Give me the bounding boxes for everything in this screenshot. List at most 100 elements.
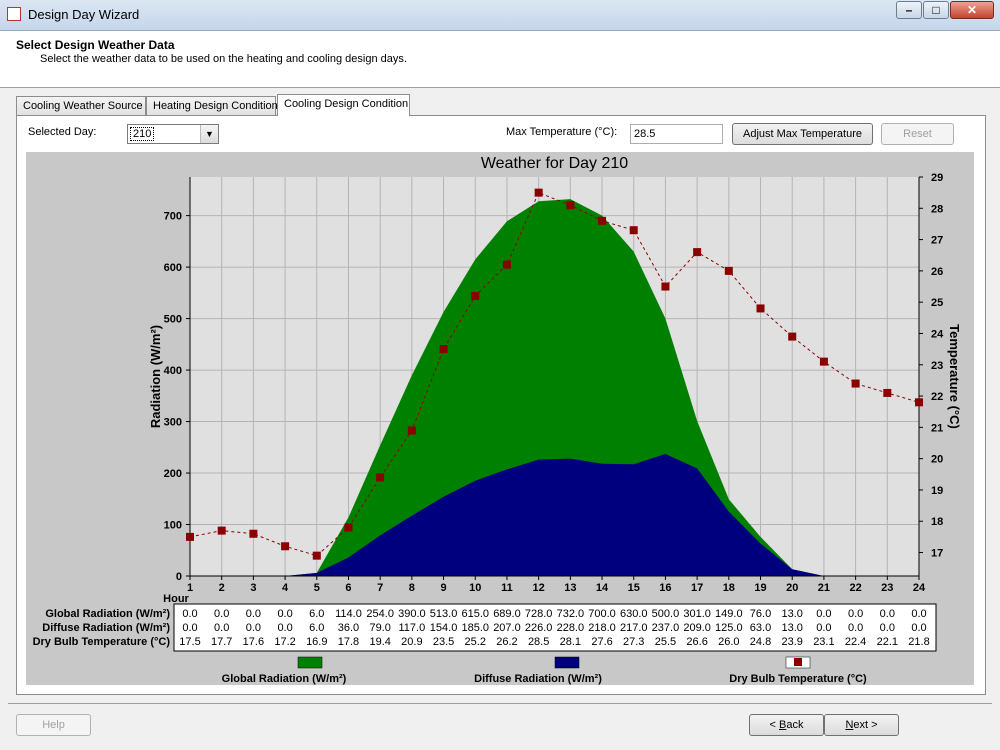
tab-cooling-design-condition[interactable]: Cooling Design Condition bbox=[277, 94, 410, 116]
dry-bulb-temperature-marker bbox=[217, 526, 226, 535]
data-table-cell: 0.0 bbox=[911, 622, 926, 634]
data-table-cell: 217.0 bbox=[620, 622, 648, 634]
maximize-icon: □ bbox=[932, 3, 940, 17]
global-radiation-area bbox=[190, 199, 919, 576]
data-table-cell: 125.0 bbox=[715, 622, 743, 634]
dry-bulb-temperature-marker bbox=[788, 332, 797, 341]
data-table-cell: 22.4 bbox=[845, 636, 866, 648]
data-table-cell: 615.0 bbox=[461, 608, 489, 620]
help-button[interactable]: Help bbox=[16, 714, 91, 736]
data-table-cell: 27.6 bbox=[591, 636, 612, 648]
dry-bulb-temperature-marker bbox=[281, 542, 290, 551]
data-table-cell: 22.1 bbox=[877, 636, 898, 648]
data-table-cell: 25.2 bbox=[465, 636, 486, 648]
chevron-down-icon[interactable]: ▼ bbox=[200, 125, 218, 143]
data-table-cell: 0.0 bbox=[816, 622, 831, 634]
data-table-cell: 13.0 bbox=[782, 608, 803, 620]
dry-bulb-temperature-marker bbox=[566, 201, 575, 210]
data-table-cell: 25.5 bbox=[655, 636, 676, 648]
data-table-cell: 17.6 bbox=[243, 636, 264, 648]
y-left-tick-label: 700 bbox=[164, 211, 182, 223]
data-table-cell: 17.8 bbox=[338, 636, 359, 648]
data-table-cell: 0.0 bbox=[848, 622, 863, 634]
y-left-tick-label: 0 bbox=[176, 571, 182, 583]
y-left-axis-label: Radiation (W/m²) bbox=[148, 325, 163, 428]
dry-bulb-temperature-marker bbox=[693, 248, 702, 257]
data-table-cell: 0.0 bbox=[246, 608, 261, 620]
weather-chart-svg: Weather for Day 210010020030040050060070… bbox=[33, 155, 962, 685]
dry-bulb-temperature-marker bbox=[186, 532, 194, 541]
data-table-cell: 17.7 bbox=[211, 636, 232, 648]
weather-chart: Weather for Day 210 0 100 200 300 400 500 600 70… bbox=[26, 152, 974, 685]
x-tick-label: 15 bbox=[628, 582, 640, 594]
x-tick-label: 9 bbox=[441, 582, 447, 594]
data-table-cell: 23.1 bbox=[813, 636, 834, 648]
data-table-cell: 0.0 bbox=[816, 608, 831, 620]
y-right-tick-label: 19 bbox=[931, 485, 943, 497]
x-tick-label: 5 bbox=[314, 582, 320, 594]
back-button-accesskey: B bbox=[779, 719, 787, 731]
dry-bulb-temperature-marker bbox=[407, 426, 416, 435]
x-tick-label: 11 bbox=[501, 582, 513, 594]
close-icon: ✕ bbox=[966, 3, 978, 17]
data-table-cell: 6.0 bbox=[309, 608, 324, 620]
minimize-button[interactable]: – bbox=[896, 1, 922, 19]
data-table-cell: 21.8 bbox=[908, 636, 929, 648]
x-tick-label: 4 bbox=[282, 582, 289, 594]
data-table-cell: 17.2 bbox=[274, 636, 295, 648]
data-table-cell: 390.0 bbox=[398, 608, 426, 620]
legend-swatch bbox=[554, 656, 580, 669]
data-table-cell: 0.0 bbox=[214, 622, 229, 634]
data-table-cell: 700.0 bbox=[588, 608, 616, 620]
data-table-cell: 0.0 bbox=[246, 622, 261, 634]
data-table-cell: 117.0 bbox=[399, 622, 426, 634]
y-right-axis-label: Temperature (°C) bbox=[947, 324, 962, 429]
data-table-cell: 301.0 bbox=[683, 608, 711, 620]
x-tick-label: 12 bbox=[533, 582, 545, 594]
x-tick-label: 7 bbox=[377, 582, 383, 594]
help-button-label: Help bbox=[42, 719, 65, 731]
dry-bulb-temperature-marker bbox=[819, 357, 828, 366]
minimize-icon: – bbox=[905, 3, 913, 17]
dry-bulb-temperature-marker bbox=[724, 266, 733, 275]
max-temperature-input[interactable]: 28.5 bbox=[630, 124, 723, 144]
maximize-button[interactable]: □ bbox=[923, 1, 949, 19]
data-table-cell: 17.5 bbox=[179, 636, 200, 648]
wizard-header: Select Design Weather Data Select the we… bbox=[0, 31, 1000, 88]
y-right-tick-label: 25 bbox=[931, 297, 943, 309]
dry-bulb-temperature-marker bbox=[851, 379, 860, 388]
dry-bulb-temperature-marker bbox=[629, 226, 638, 235]
dry-bulb-temperature-marker bbox=[534, 188, 543, 197]
dry-bulb-temperature-marker bbox=[756, 304, 765, 313]
x-tick-label: 22 bbox=[849, 582, 861, 594]
y-right-tick-label: 17 bbox=[931, 548, 943, 560]
window-title: Design Day Wizard bbox=[28, 7, 140, 22]
data-table-row-label: Diffuse Radiation (W/m²) bbox=[42, 622, 170, 634]
data-table-cell: 500.0 bbox=[652, 608, 680, 620]
y-right-tick-label: 26 bbox=[931, 266, 943, 278]
selected-day-label: Selected Day: bbox=[28, 126, 97, 138]
next-button[interactable]: Next > bbox=[824, 714, 899, 736]
tab-cooling-weather-source[interactable]: Cooling Weather Source bbox=[16, 96, 146, 115]
x-tick-label: 17 bbox=[691, 582, 703, 594]
reset-button[interactable]: Reset bbox=[881, 123, 954, 145]
adjust-max-temperature-button[interactable]: Adjust Max Temperature bbox=[732, 123, 873, 145]
data-table-cell: 63.0 bbox=[750, 622, 771, 634]
tab-heating-design-condition[interactable]: Heating Design Condition bbox=[146, 96, 278, 115]
y-left-tick-label: 400 bbox=[164, 365, 182, 377]
x-tick-label: 1 bbox=[187, 582, 193, 594]
y-right-tick-label: 23 bbox=[931, 360, 943, 372]
close-button[interactable]: ✕ bbox=[950, 1, 994, 19]
y-right-tick-label: 27 bbox=[931, 235, 943, 247]
data-table-cell: 19.4 bbox=[369, 636, 390, 648]
y-right-tick-label: 20 bbox=[931, 454, 943, 466]
back-button[interactable]: < Back bbox=[749, 714, 824, 736]
data-table-cell: 0.0 bbox=[880, 622, 895, 634]
legend-label: Diffuse Radiation (W/m²) bbox=[474, 673, 602, 685]
data-table-cell: 209.0 bbox=[683, 622, 711, 634]
y-left-tick-label: 600 bbox=[164, 262, 182, 274]
data-table-cell: 226.0 bbox=[525, 622, 553, 634]
legend-marker bbox=[794, 658, 802, 666]
data-table-cell: 513.0 bbox=[430, 608, 458, 620]
selected-day-dropdown[interactable]: 210 ▼ bbox=[127, 124, 219, 144]
